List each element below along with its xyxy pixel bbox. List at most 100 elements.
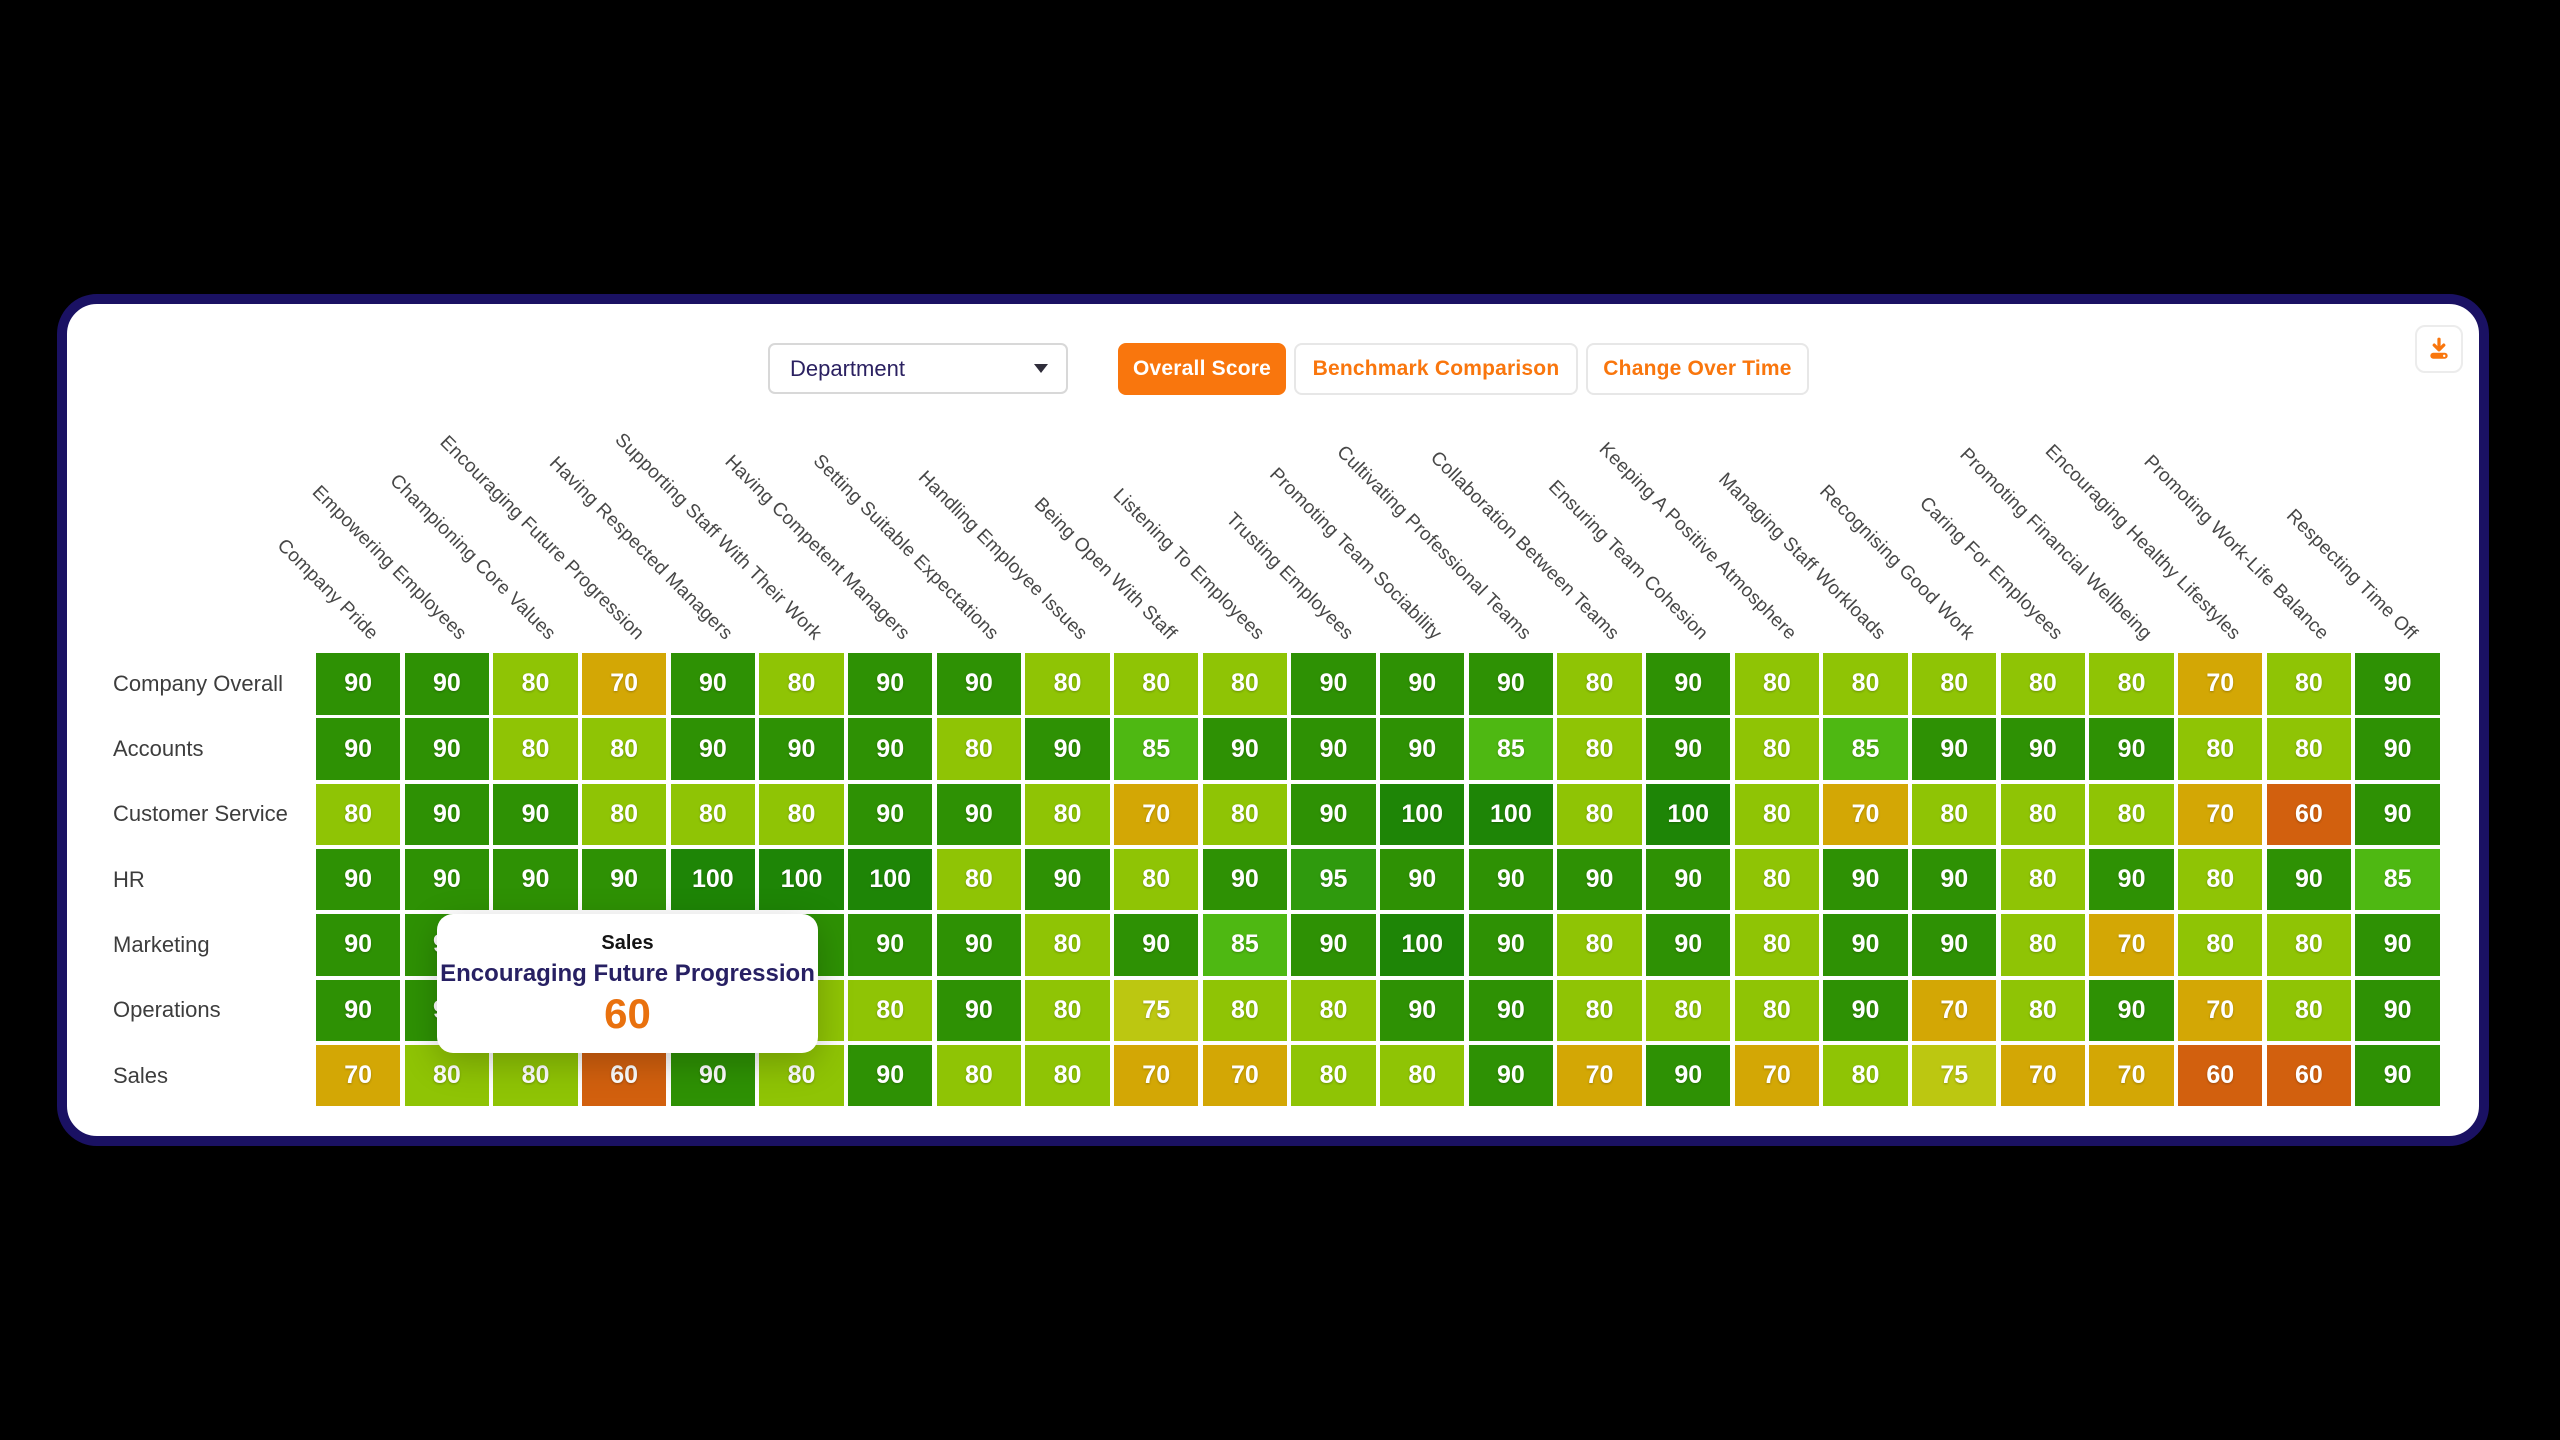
heatmap-cell[interactable]: 80 — [1734, 783, 1820, 846]
heatmap-cell[interactable]: 90 — [1468, 653, 1554, 715]
heatmap-cell[interactable]: 80 — [759, 1044, 844, 1107]
heatmap-cell[interactable]: 90 — [1646, 1044, 1731, 1107]
heatmap-cell[interactable]: 80 — [2266, 914, 2352, 976]
heatmap-cell[interactable]: 80 — [1823, 1044, 1908, 1107]
heatmap-cell[interactable]: 85 — [1202, 914, 1288, 976]
heatmap-cell[interactable]: 80 — [2000, 848, 2086, 911]
heatmap-cell[interactable]: 80 — [582, 783, 667, 846]
benchmark-comparison-button[interactable]: Benchmark Comparison — [1294, 343, 1578, 395]
heatmap-cell[interactable]: 80 — [2178, 914, 2263, 976]
heatmap-cell[interactable]: 90 — [1202, 848, 1288, 911]
heatmap-cell[interactable]: 70 — [2000, 1044, 2086, 1107]
heatmap-cell[interactable]: 80 — [936, 718, 1022, 780]
heatmap-cell[interactable]: 80 — [2266, 653, 2352, 715]
heatmap-cell[interactable]: 90 — [493, 783, 578, 846]
heatmap-cell[interactable]: 90 — [936, 783, 1022, 846]
heatmap-cell[interactable]: 80 — [1734, 718, 1820, 780]
heatmap-cell[interactable]: 80 — [1734, 914, 1820, 976]
heatmap-cell[interactable]: 90 — [316, 848, 401, 911]
heatmap-cell[interactable]: 80 — [1114, 653, 1199, 715]
heatmap-cell[interactable]: 70 — [1557, 1044, 1642, 1107]
heatmap-cell[interactable]: 90 — [1912, 914, 1997, 976]
change-over-time-button[interactable]: Change Over Time — [1586, 343, 1809, 395]
heatmap-cell[interactable]: 70 — [2178, 783, 2263, 846]
heatmap-cell[interactable]: 90 — [1114, 914, 1199, 976]
heatmap-cell[interactable]: 80 — [1291, 979, 1376, 1042]
heatmap-cell[interactable]: 80 — [670, 783, 756, 846]
heatmap-cell[interactable]: 95 — [1291, 848, 1376, 911]
heatmap-cell[interactable]: 90 — [1823, 979, 1908, 1042]
heatmap-cell[interactable]: 90 — [2089, 979, 2174, 1042]
heatmap-cell[interactable]: 90 — [1025, 848, 1110, 911]
heatmap-cell[interactable]: 80 — [1025, 653, 1110, 715]
heatmap-cell[interactable]: 90 — [1380, 718, 1465, 780]
heatmap-cell[interactable]: 90 — [1380, 979, 1465, 1042]
heatmap-cell[interactable]: 85 — [1468, 718, 1554, 780]
heatmap-cell[interactable]: 80 — [2000, 653, 2086, 715]
heatmap-cell[interactable]: 80 — [1557, 783, 1642, 846]
heatmap-cell[interactable]: 90 — [848, 653, 933, 715]
heatmap-cell[interactable]: 80 — [1912, 653, 1997, 715]
heatmap-cell[interactable]: 80 — [1114, 848, 1199, 911]
heatmap-cell[interactable]: 90 — [1202, 718, 1288, 780]
heatmap-cell[interactable]: 80 — [936, 1044, 1022, 1107]
heatmap-cell[interactable]: 80 — [1025, 914, 1110, 976]
heatmap-cell[interactable]: 90 — [316, 653, 401, 715]
heatmap-cell[interactable]: 85 — [1114, 718, 1199, 780]
heatmap-cell[interactable]: 90 — [670, 718, 756, 780]
heatmap-cell[interactable]: 70 — [2089, 914, 2174, 976]
heatmap-cell[interactable]: 100 — [1380, 783, 1465, 846]
heatmap-cell[interactable]: 80 — [1912, 783, 1997, 846]
heatmap-cell[interactable]: 90 — [2355, 914, 2440, 976]
heatmap-cell[interactable]: 70 — [1114, 1044, 1199, 1107]
heatmap-cell[interactable]: 90 — [2355, 979, 2440, 1042]
heatmap-cell[interactable]: 90 — [582, 848, 667, 911]
heatmap-cell[interactable]: 90 — [1823, 848, 1908, 911]
heatmap-cell[interactable]: 80 — [2266, 718, 2352, 780]
heatmap-cell[interactable]: 80 — [2089, 783, 2174, 846]
heatmap-cell[interactable]: 75 — [1114, 979, 1199, 1042]
heatmap-cell[interactable]: 60 — [582, 1044, 667, 1107]
heatmap-cell[interactable]: 80 — [2178, 718, 2263, 780]
heatmap-cell[interactable]: 60 — [2178, 1044, 2263, 1107]
heatmap-cell[interactable]: 90 — [1646, 653, 1731, 715]
heatmap-cell[interactable]: 80 — [1202, 979, 1288, 1042]
heatmap-cell[interactable]: 90 — [316, 718, 401, 780]
heatmap-cell[interactable]: 90 — [1468, 848, 1554, 911]
heatmap-cell[interactable]: 90 — [2355, 653, 2440, 715]
heatmap-cell[interactable]: 90 — [1380, 653, 1465, 715]
heatmap-cell[interactable]: 70 — [316, 1044, 401, 1107]
heatmap-cell[interactable]: 80 — [2000, 914, 2086, 976]
heatmap-cell[interactable]: 80 — [1557, 979, 1642, 1042]
heatmap-cell[interactable]: 80 — [2178, 848, 2263, 911]
overall-score-button[interactable]: Overall Score — [1118, 343, 1286, 395]
heatmap-cell[interactable]: 90 — [2000, 718, 2086, 780]
heatmap-cell[interactable]: 80 — [1557, 718, 1642, 780]
heatmap-cell[interactable]: 100 — [1646, 783, 1731, 846]
heatmap-cell[interactable]: 90 — [848, 783, 933, 846]
heatmap-cell[interactable]: 60 — [2266, 1044, 2352, 1107]
heatmap-cell[interactable]: 90 — [670, 653, 756, 715]
heatmap-cell[interactable]: 90 — [316, 914, 401, 976]
heatmap-cell[interactable]: 80 — [1557, 653, 1642, 715]
heatmap-cell[interactable]: 80 — [1202, 653, 1288, 715]
heatmap-cell[interactable]: 70 — [1114, 783, 1199, 846]
heatmap-cell[interactable]: 90 — [848, 914, 933, 976]
heatmap-cell[interactable]: 60 — [2266, 783, 2352, 846]
heatmap-cell[interactable]: 80 — [1734, 979, 1820, 1042]
heatmap-cell[interactable]: 70 — [1823, 783, 1908, 846]
heatmap-cell[interactable]: 90 — [848, 1044, 933, 1107]
heatmap-cell[interactable]: 70 — [2178, 979, 2263, 1042]
heatmap-cell[interactable]: 90 — [1646, 914, 1731, 976]
heatmap-cell[interactable]: 90 — [1912, 848, 1997, 911]
heatmap-cell[interactable]: 80 — [1025, 979, 1110, 1042]
heatmap-cell[interactable]: 80 — [493, 653, 578, 715]
heatmap-cell[interactable]: 90 — [1646, 718, 1731, 780]
heatmap-cell[interactable]: 100 — [1380, 914, 1465, 976]
heatmap-cell[interactable]: 90 — [2355, 783, 2440, 846]
heatmap-cell[interactable]: 90 — [404, 783, 490, 846]
heatmap-cell[interactable]: 80 — [1291, 1044, 1376, 1107]
heatmap-cell[interactable]: 90 — [2355, 1044, 2440, 1107]
heatmap-cell[interactable]: 85 — [2355, 848, 2440, 911]
heatmap-cell[interactable]: 90 — [1291, 653, 1376, 715]
